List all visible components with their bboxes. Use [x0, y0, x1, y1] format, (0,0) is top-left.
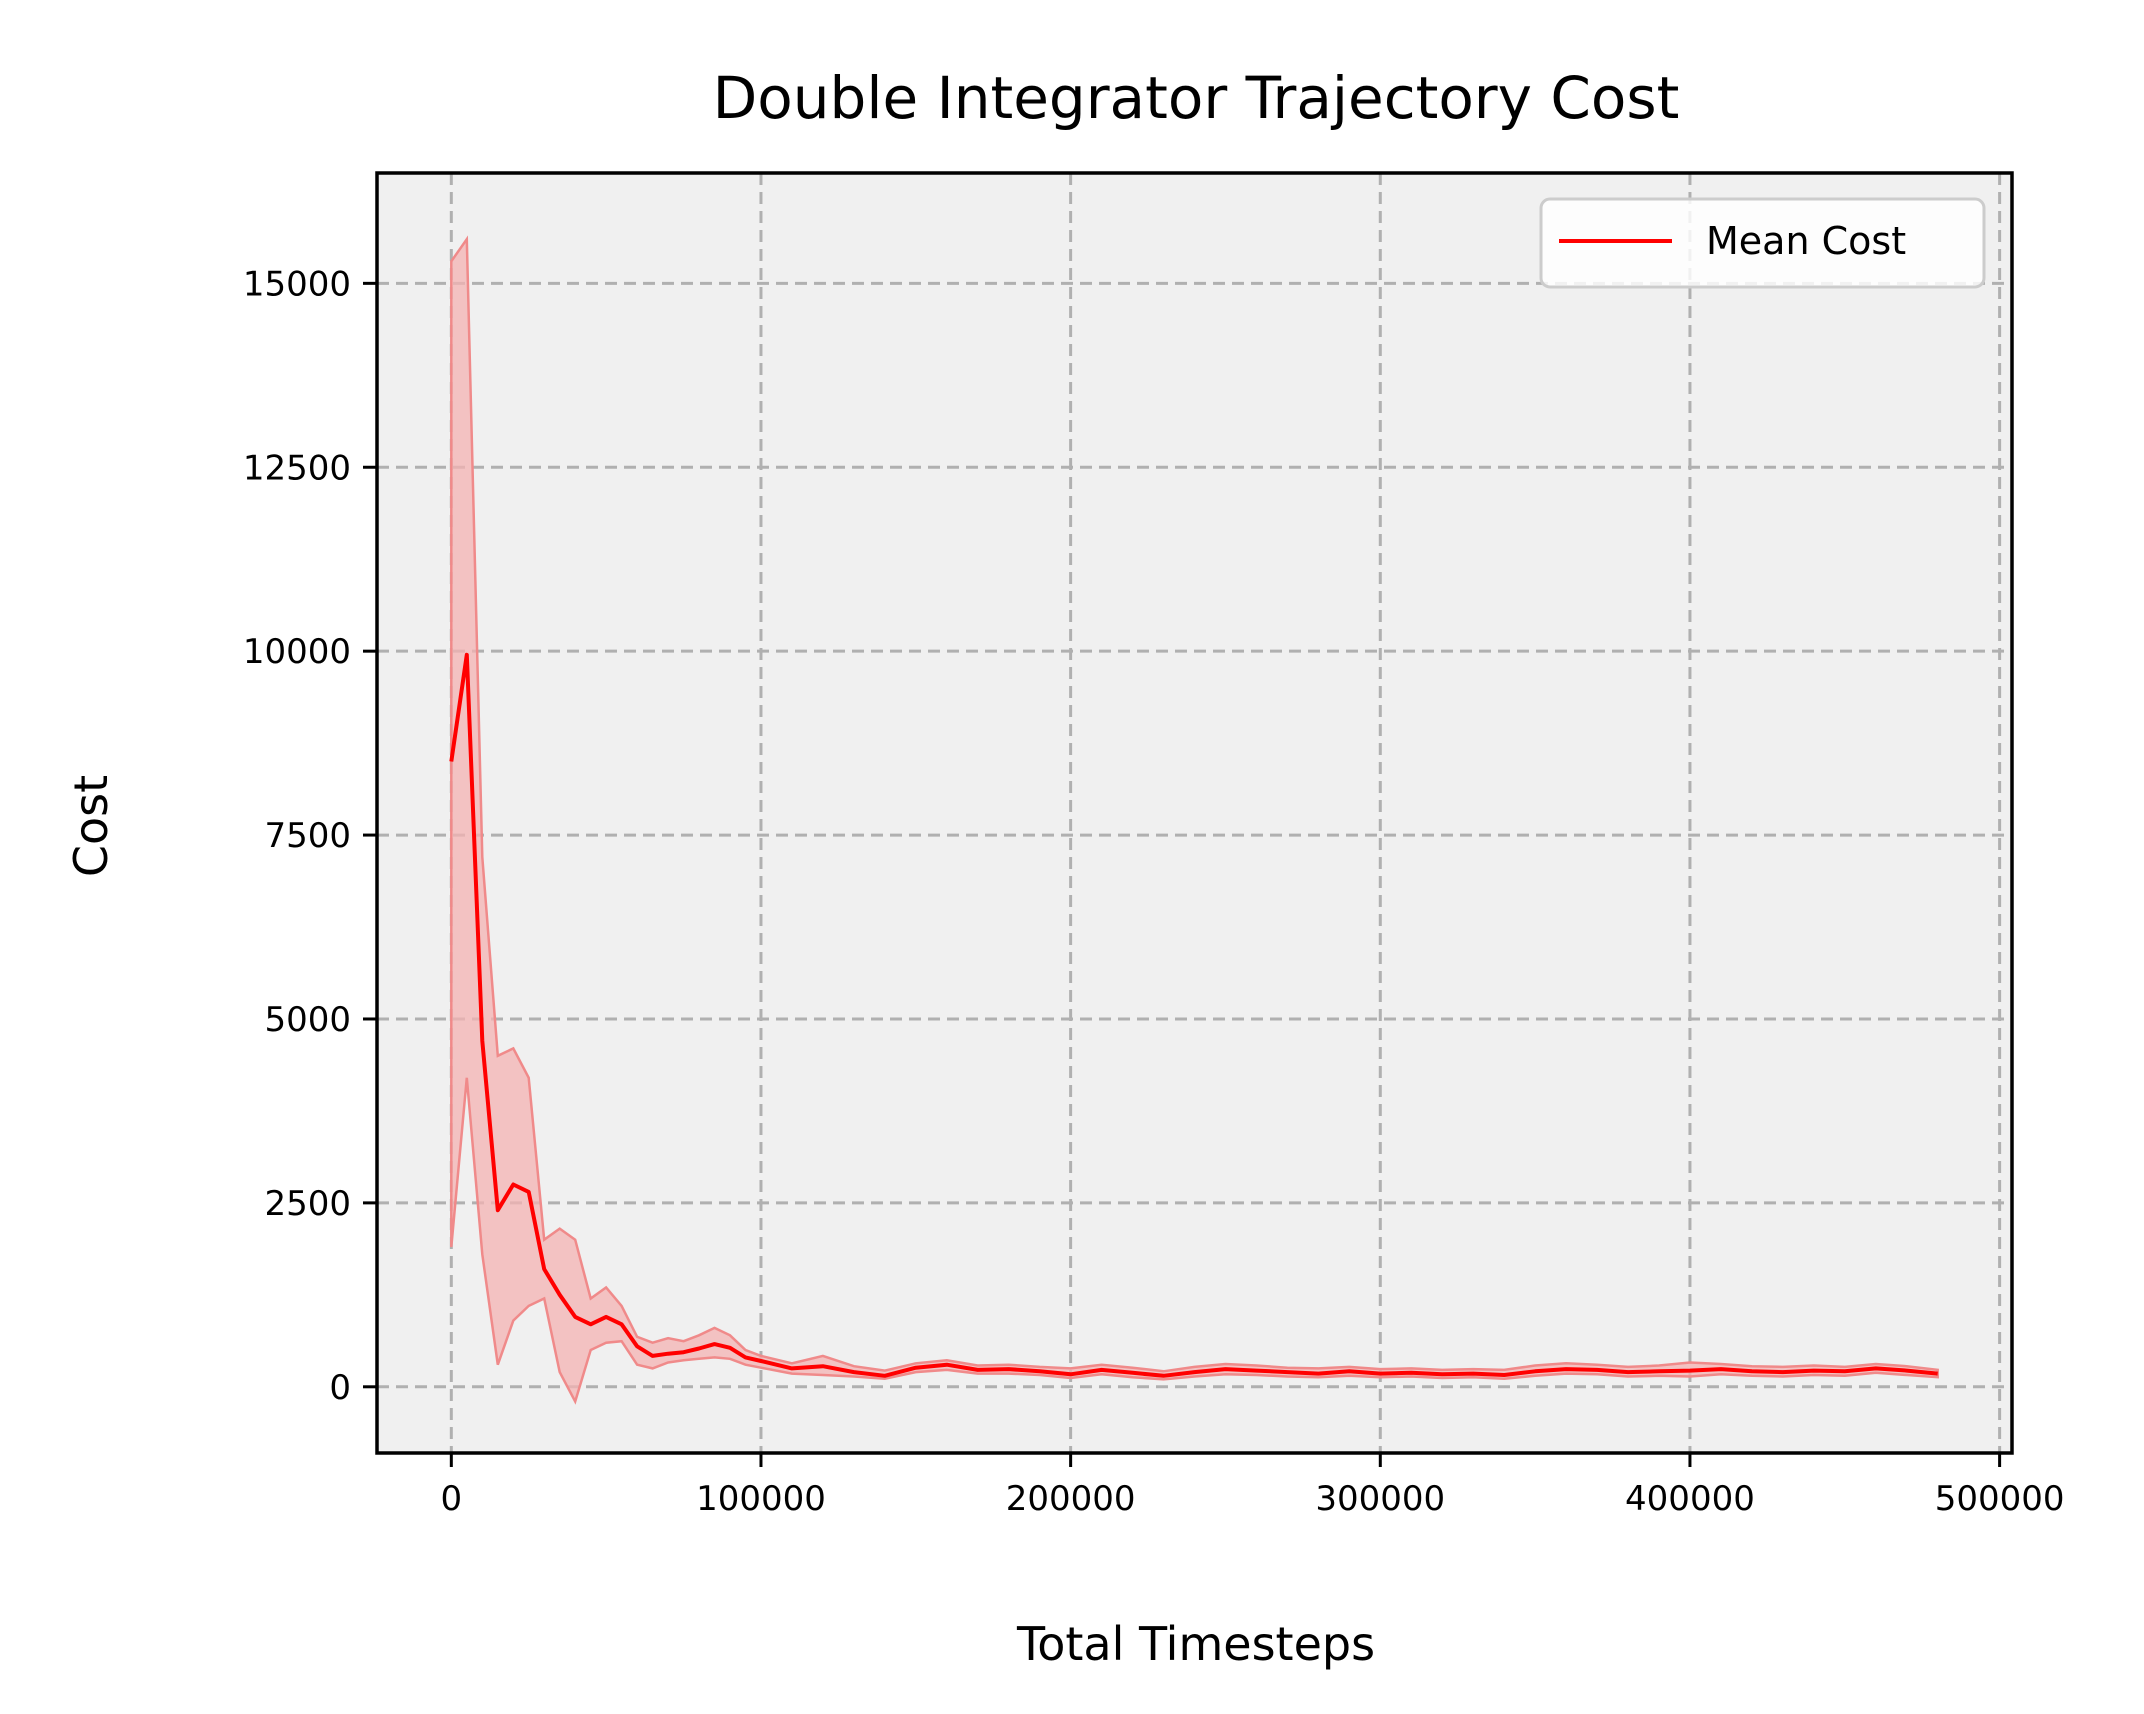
plot-area: [377, 173, 2012, 1453]
data-point: [1905, 1369, 1909, 1373]
data-point: [1409, 1371, 1413, 1375]
data-point: [1038, 1369, 1042, 1373]
data-point: [1471, 1372, 1475, 1376]
x-tick-label: 400000: [1625, 1479, 1755, 1519]
data-point: [914, 1366, 918, 1370]
data-point: [713, 1342, 717, 1346]
y-tick-label: 5000: [264, 1000, 351, 1040]
y-tick-label: 7500: [264, 816, 351, 856]
data-point: [1564, 1367, 1568, 1371]
data-point: [1347, 1369, 1351, 1373]
data-point: [604, 1315, 608, 1319]
data-point: [1131, 1371, 1135, 1375]
data-point: [1100, 1368, 1104, 1372]
data-point: [1378, 1372, 1382, 1376]
data-point: [1750, 1369, 1754, 1373]
grid: [377, 173, 2012, 1453]
x-tick-label: 500000: [1935, 1479, 2065, 1519]
data-point: [1440, 1372, 1444, 1376]
data-point: [1193, 1370, 1197, 1374]
data-point: [759, 1359, 763, 1363]
y-tick-label: 2500: [264, 1184, 351, 1224]
y-axis: 0 2500 5000 7500 10000 12500 15000: [243, 264, 377, 1408]
data-point: [480, 1039, 484, 1043]
y-tick-label: 10000: [243, 632, 351, 672]
data-point: [1254, 1369, 1258, 1373]
data-point: [573, 1315, 577, 1319]
y-tick-label: 12500: [243, 448, 351, 488]
data-point: [527, 1190, 531, 1194]
legend-label-mean-cost: Mean Cost: [1706, 219, 1906, 263]
chart-title: Double Integrator Trajectory Cost: [713, 64, 1680, 132]
data-point: [465, 653, 469, 657]
legend-box: [1539, 197, 1986, 289]
data-point: [883, 1374, 887, 1378]
x-axis-label: Total Timesteps: [1016, 1617, 1375, 1671]
plot-frame: [375, 171, 2014, 1455]
x-axis: 0 100000 200000 300000 400000 500000: [440, 1453, 2065, 1519]
data-point: [589, 1322, 593, 1326]
x-tick-label: 0: [440, 1479, 462, 1519]
data-point: [1502, 1373, 1506, 1377]
legend: Mean Cost: [1539, 197, 1986, 289]
data-point: [1285, 1370, 1289, 1374]
data-point: [558, 1293, 562, 1297]
data-point: [620, 1322, 624, 1326]
data-point: [697, 1347, 701, 1351]
x-tick-label: 200000: [1006, 1479, 1136, 1519]
x-tick-label: 100000: [696, 1479, 826, 1519]
data-point: [1719, 1367, 1723, 1371]
data-point: [666, 1352, 670, 1356]
data-point: [635, 1344, 639, 1348]
data-point: [945, 1363, 949, 1367]
data-point: [821, 1364, 825, 1368]
data-point: [542, 1267, 546, 1271]
data-point: [1657, 1369, 1661, 1373]
data-point: [1688, 1369, 1692, 1373]
data-point: [1936, 1372, 1940, 1376]
cost-band: [450, 235, 1939, 1405]
data-point: [976, 1368, 980, 1372]
data-point: [790, 1366, 794, 1370]
data-point: [1069, 1372, 1073, 1376]
data-point: [1316, 1372, 1320, 1376]
data-point: [1595, 1368, 1599, 1372]
y-tick-label: 0: [329, 1368, 351, 1408]
y-axis-label: Cost: [64, 775, 118, 877]
y-tick-label: 15000: [243, 264, 351, 304]
data-point: [1007, 1367, 1011, 1371]
data-point: [511, 1182, 515, 1186]
data-point: [1843, 1369, 1847, 1373]
data-point: [1533, 1369, 1537, 1373]
series-line-mean-cost: [449, 652, 1938, 1378]
data-point: [449, 760, 453, 764]
data-point: [743, 1355, 747, 1359]
data-point: [651, 1354, 655, 1358]
data-point: [1781, 1370, 1785, 1374]
data-point: [682, 1350, 686, 1354]
data-point: [1812, 1369, 1816, 1373]
data-point: [728, 1346, 732, 1350]
data-point: [1223, 1367, 1227, 1371]
data-point: [1626, 1370, 1630, 1374]
data-point: [1162, 1374, 1166, 1378]
data-point: [496, 1208, 500, 1212]
data-point: [852, 1370, 856, 1374]
x-tick-label: 300000: [1315, 1479, 1445, 1519]
data-point: [1874, 1366, 1878, 1370]
